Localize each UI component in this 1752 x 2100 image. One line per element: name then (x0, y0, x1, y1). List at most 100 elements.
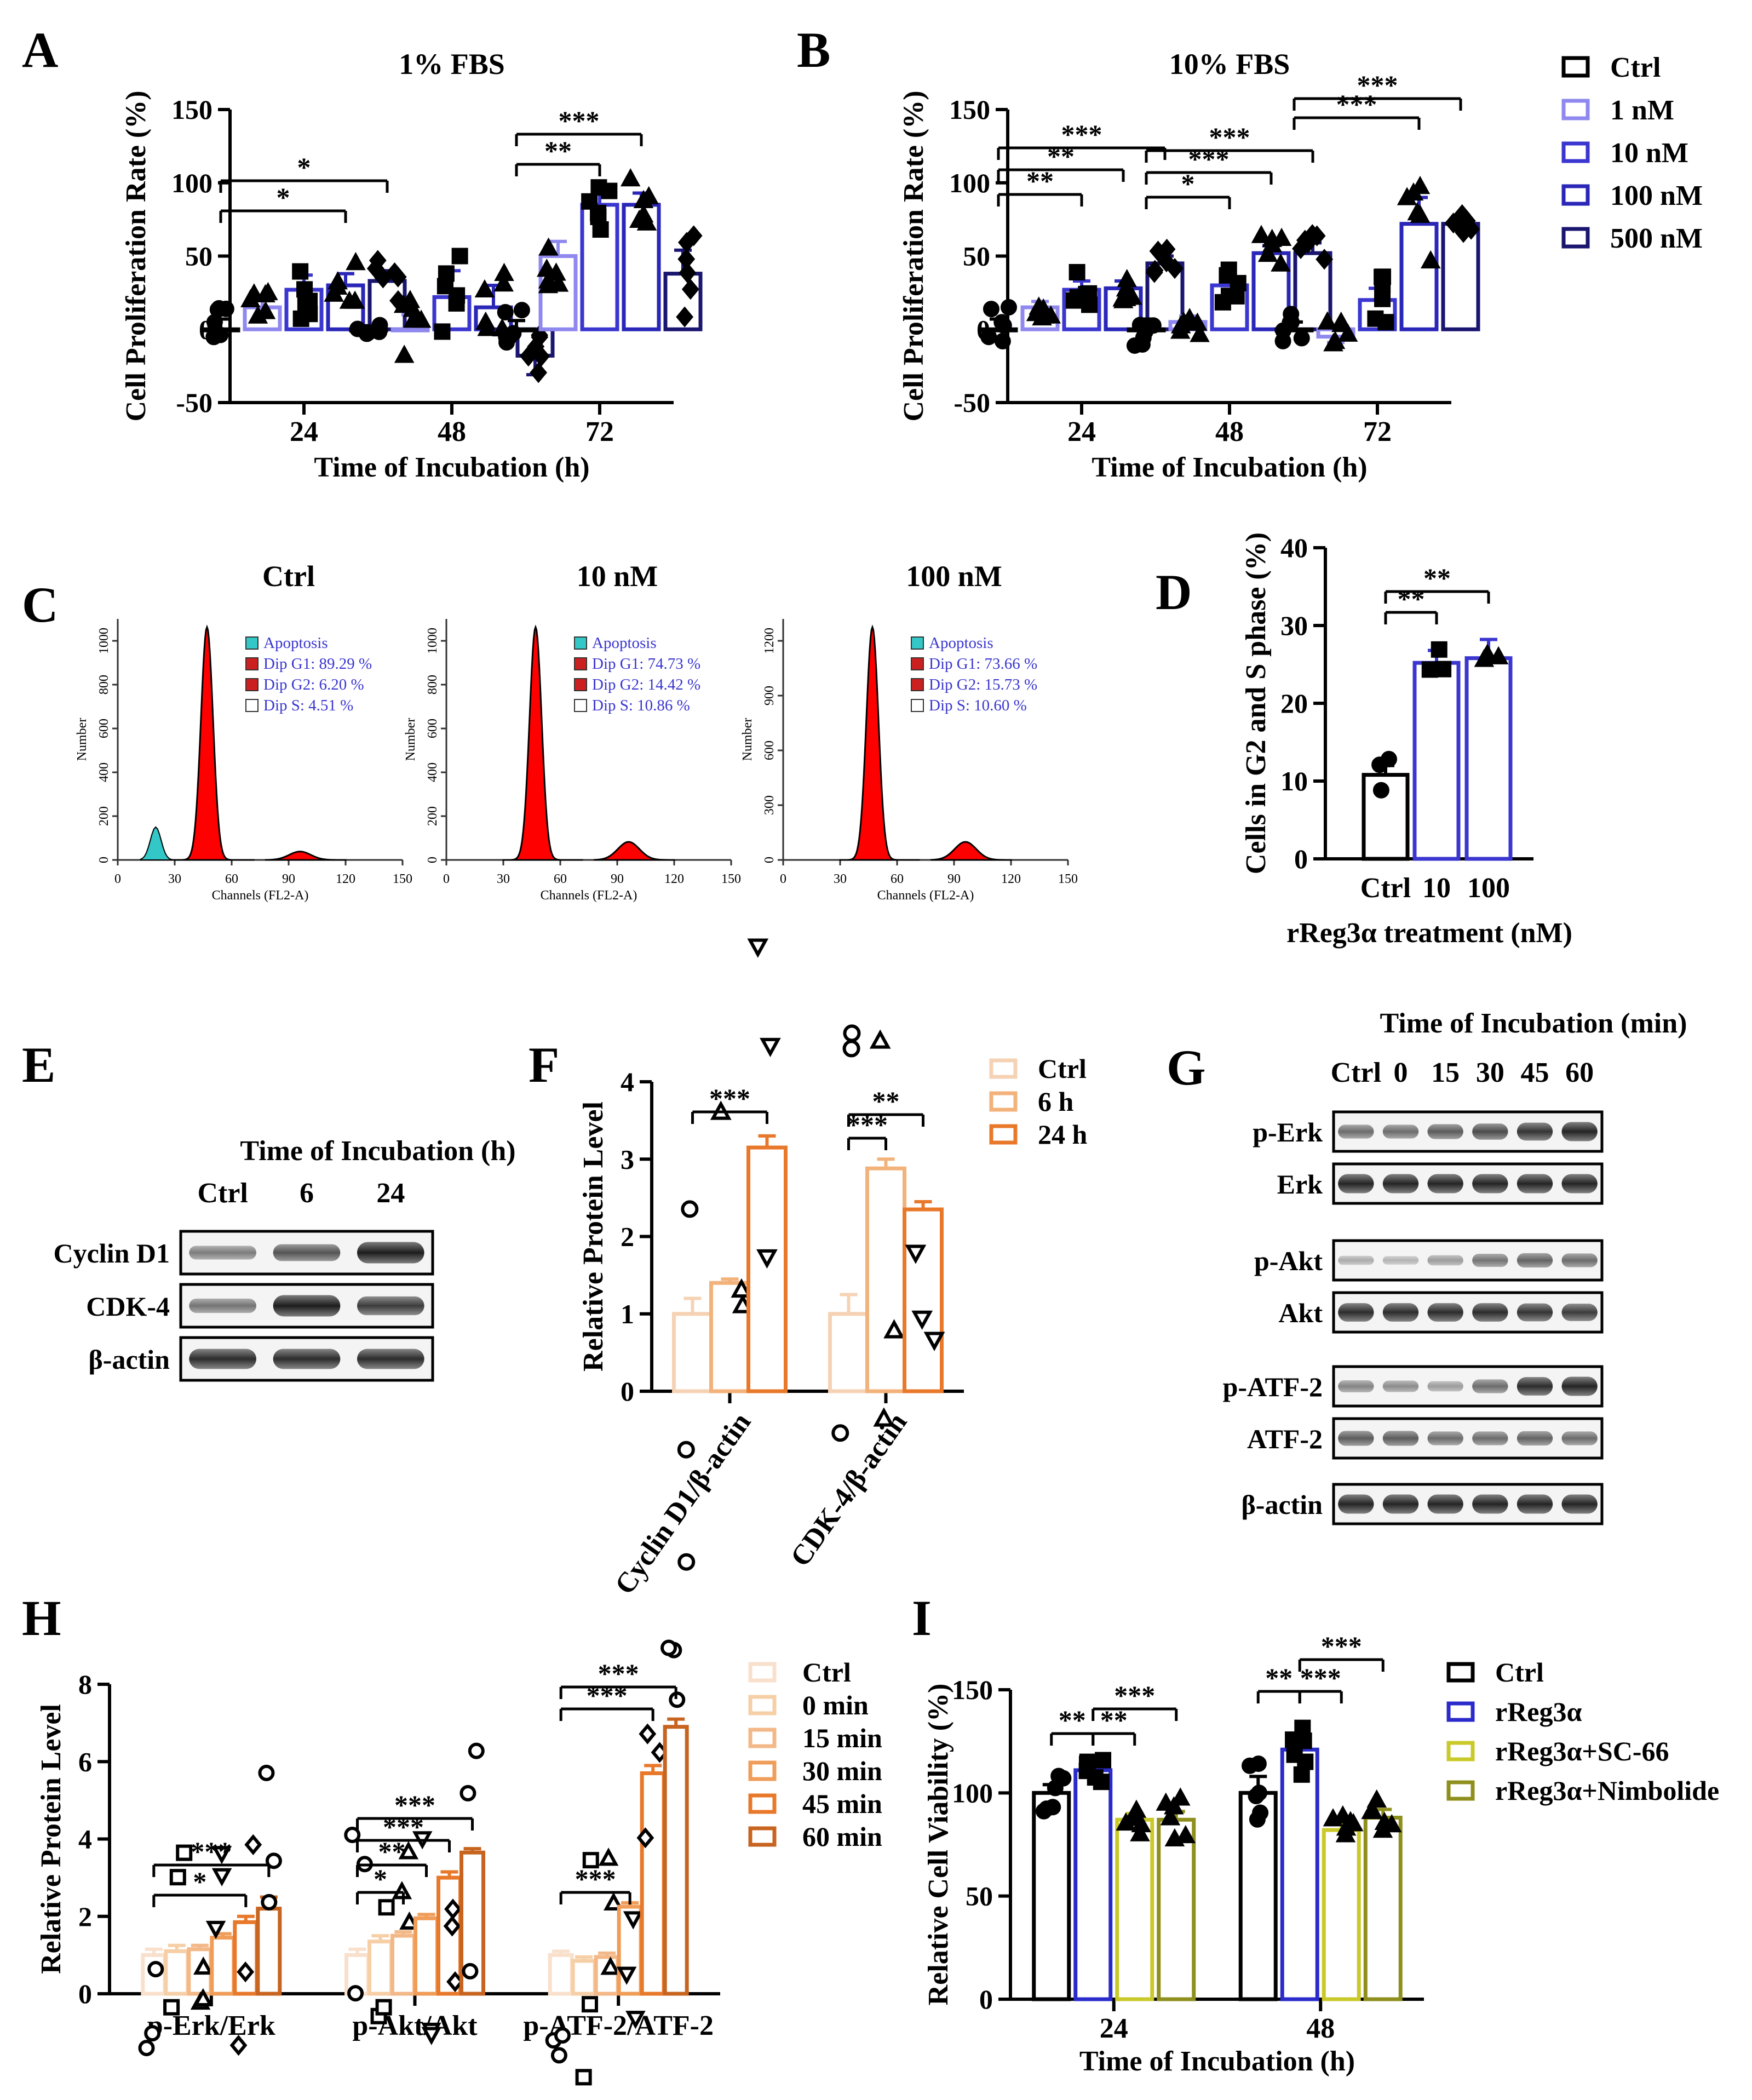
significance-label: ** (872, 1086, 900, 1116)
data-point (1372, 782, 1389, 799)
histogram-legend-label: Dip S: 4.51 % (263, 697, 353, 714)
panel-label-a: A (22, 22, 58, 78)
blot-lane-label: 24 (376, 1178, 405, 1209)
x-tick-label: 72 (585, 416, 614, 447)
significance-label: *** (587, 1680, 628, 1711)
x-axis-title: Time of Incubation (h) (1092, 452, 1367, 483)
blot-strip (1332, 1291, 1604, 1334)
significance-label: *** (191, 1836, 232, 1867)
blot-band (1472, 1379, 1508, 1393)
data-point (398, 1841, 419, 1860)
histogram-title: 100 nM (906, 560, 1002, 593)
histogram-legend-label: Dip G1: 74.73 % (592, 655, 700, 673)
data-point (1190, 324, 1210, 342)
legend-swatch (748, 1662, 777, 1683)
panel-label-e: E (22, 1037, 55, 1093)
bar (413, 1916, 439, 1996)
significance-label: *** (394, 1789, 435, 1820)
bar (233, 1920, 259, 1996)
data-point (1374, 268, 1391, 285)
g1-peak (175, 624, 255, 861)
blot-lane-label: 0 (1394, 1057, 1408, 1088)
blot-band (1472, 1431, 1508, 1445)
histogram-title: 10 nM (577, 560, 658, 593)
legend-label: 6 h (1038, 1086, 1074, 1117)
histogram-y-label: 1000 (97, 628, 111, 654)
significance-label: * (297, 152, 311, 182)
legend-label: rReg3α+Nimbolide (1495, 1775, 1719, 1806)
legend-label: 500 nM (1610, 223, 1703, 254)
data-point (1251, 225, 1272, 243)
data-point (554, 2027, 571, 2044)
data-point (639, 186, 659, 204)
blot-band (1382, 1380, 1419, 1392)
histogram-y-label: 600 (97, 719, 111, 738)
blot-band (1338, 1255, 1374, 1265)
histogram-y-label: 400 (97, 762, 111, 782)
data-point (339, 290, 360, 309)
data-point (1257, 243, 1278, 262)
data-point (248, 305, 268, 324)
y-tick-label: 0 (621, 1376, 634, 1407)
data-point (1317, 311, 1337, 330)
data-point (677, 248, 696, 270)
g2-peak (265, 851, 346, 861)
blot-row-label: β-actin (1241, 1489, 1323, 1520)
histogram-legend-label: Apoptosis (263, 634, 328, 652)
data-point (1294, 1719, 1311, 1736)
blot-band (1382, 1256, 1419, 1265)
data-point (905, 1244, 927, 1264)
data-point (994, 332, 1011, 349)
data-point (1293, 330, 1310, 347)
blot-band (1382, 1494, 1419, 1514)
x-tick-label: 10 (1422, 873, 1451, 904)
bar (256, 1907, 282, 1996)
data-point (681, 279, 699, 300)
histogram-y-label: 800 (426, 675, 440, 695)
y-tick-label: 6 (78, 1746, 92, 1777)
legend-label: 24 h (1038, 1119, 1088, 1150)
blot-strip (1332, 1417, 1604, 1460)
data-point (1241, 1757, 1258, 1774)
blot-band (1472, 1494, 1508, 1514)
data-point (497, 303, 514, 320)
blot-strip (1332, 1365, 1604, 1408)
y-tick-label: 150 (949, 94, 990, 125)
data-point (592, 221, 609, 238)
data-point (375, 1999, 392, 2016)
blot-band (273, 1295, 341, 1317)
data-point (369, 250, 387, 271)
histogram-legend-swatch (245, 678, 259, 691)
data-point (211, 1868, 232, 1887)
data-point (616, 1966, 637, 1985)
data-point (411, 309, 432, 328)
data-point (1158, 238, 1176, 260)
data-point (292, 310, 309, 327)
legend-swatch (748, 1826, 777, 1847)
histogram-y-label: 600 (762, 741, 777, 760)
legend-label: 1 nM (1610, 95, 1674, 126)
blot-band (189, 1298, 256, 1313)
data-point (1292, 238, 1309, 260)
data-point (205, 1920, 226, 1940)
y-axis-title: Relative Protein Level (578, 1101, 609, 1372)
x-tick-label: 48 (1306, 2013, 1335, 2044)
legend-label: Ctrl (802, 1657, 851, 1688)
histogram-y-label: 800 (97, 675, 111, 695)
data-point (371, 317, 388, 334)
panel-label-d: D (1156, 564, 1192, 620)
blot-band (1561, 1431, 1598, 1445)
blot-band (1382, 1124, 1419, 1139)
data-point (625, 2011, 646, 2029)
chart-title: 10% FBS (1169, 48, 1290, 81)
data-point (328, 271, 348, 290)
bar (548, 1953, 574, 1996)
blot-lane-label: 60 (1565, 1057, 1594, 1088)
bar (865, 1166, 906, 1393)
data-point (1173, 311, 1194, 330)
x-tick-label: Cyclin D1/β-actin (609, 1407, 757, 1600)
data-point (393, 295, 414, 313)
data-point (590, 179, 607, 196)
